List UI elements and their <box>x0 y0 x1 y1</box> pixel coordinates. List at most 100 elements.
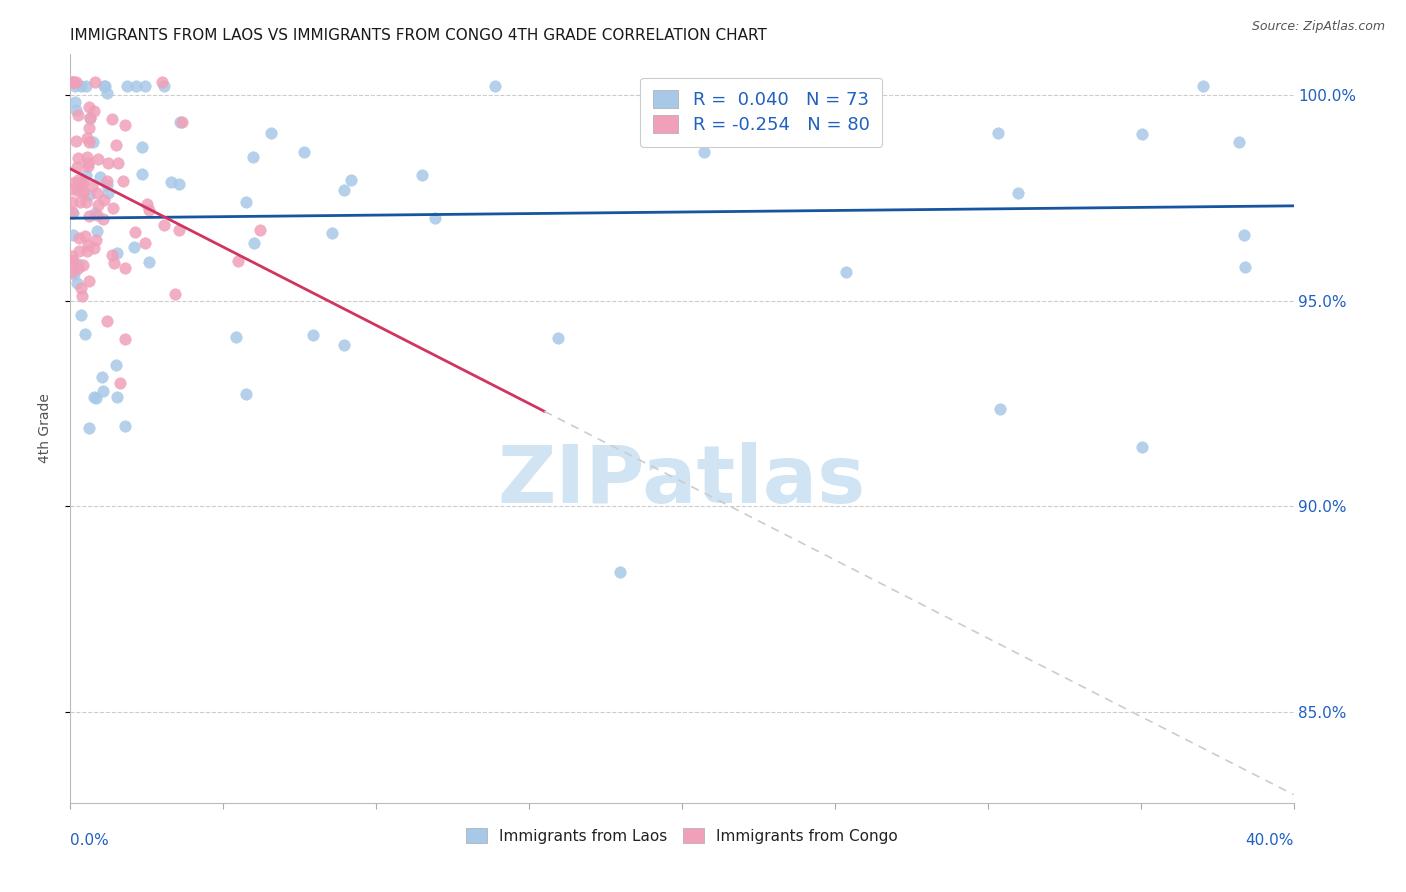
Point <box>105 390 128 404</box>
Text: Source: ZipAtlas.com: Source: ZipAtlas.com <box>1251 20 1385 33</box>
Point <box>122 239 145 253</box>
Point <box>69 194 91 209</box>
Point <box>70 280 93 294</box>
Point <box>165 286 187 301</box>
Point <box>66 260 89 275</box>
Point <box>693 145 716 159</box>
Point <box>62 227 84 242</box>
Point <box>93 194 115 208</box>
Point <box>60 195 83 210</box>
Point <box>114 260 136 275</box>
Point <box>411 168 433 182</box>
Point <box>82 178 104 193</box>
Point <box>131 167 153 181</box>
Point <box>225 330 247 344</box>
Point <box>60 75 83 89</box>
Point <box>60 253 83 268</box>
Point <box>82 135 104 149</box>
Point <box>333 338 356 352</box>
Point <box>79 275 101 289</box>
Point <box>172 115 194 129</box>
Point <box>62 253 84 268</box>
Point <box>101 248 124 262</box>
Point <box>66 256 89 270</box>
Point <box>77 159 100 173</box>
Point <box>91 384 114 399</box>
Point <box>65 75 87 89</box>
Point <box>484 79 506 94</box>
Point <box>104 138 127 153</box>
Point <box>97 156 120 170</box>
Point <box>292 145 315 159</box>
Point <box>153 79 176 94</box>
Point <box>84 391 107 405</box>
Point <box>1007 186 1029 201</box>
Point <box>62 176 84 190</box>
Point <box>67 173 90 187</box>
Point <box>114 332 136 346</box>
Point <box>131 140 153 154</box>
Y-axis label: 4th Grade: 4th Grade <box>38 393 52 463</box>
Text: IMMIGRANTS FROM LAOS VS IMMIGRANTS FROM CONGO 4TH GRADE CORRELATION CHART: IMMIGRANTS FROM LAOS VS IMMIGRANTS FROM … <box>70 28 768 43</box>
Point <box>333 183 356 197</box>
Point <box>160 175 183 189</box>
Point <box>76 131 98 145</box>
Point <box>1130 441 1153 455</box>
Point <box>91 370 114 384</box>
Point <box>63 79 86 94</box>
Point <box>167 223 190 237</box>
Point <box>76 244 98 258</box>
Point <box>835 265 858 279</box>
Point <box>83 103 105 118</box>
Point <box>136 197 159 211</box>
Point <box>1227 135 1250 149</box>
Point <box>235 195 257 210</box>
Point <box>87 152 110 166</box>
Point <box>83 206 105 220</box>
Point <box>101 112 124 126</box>
Point <box>152 218 174 232</box>
Point <box>301 328 323 343</box>
Point <box>89 170 111 185</box>
Point <box>101 201 124 215</box>
Point <box>72 258 94 272</box>
Point <box>62 75 84 89</box>
Point <box>63 267 86 281</box>
Point <box>75 79 97 94</box>
Point <box>1191 79 1213 94</box>
Point <box>75 194 97 209</box>
Point <box>169 115 191 129</box>
Point <box>84 75 107 89</box>
Point <box>86 186 108 201</box>
Point <box>134 79 156 94</box>
Point <box>103 255 125 269</box>
Point <box>1233 260 1256 274</box>
Point <box>93 212 115 227</box>
Point <box>105 245 128 260</box>
Point <box>60 249 83 263</box>
Point <box>63 95 86 109</box>
Point <box>138 202 160 217</box>
Point <box>987 126 1010 140</box>
Point <box>134 235 156 250</box>
Point <box>77 135 100 149</box>
Point <box>60 182 83 196</box>
Point <box>67 231 90 245</box>
Point <box>110 376 132 390</box>
Point <box>96 87 118 101</box>
Point <box>79 111 101 125</box>
Point <box>609 565 631 579</box>
Point <box>76 150 98 164</box>
Point <box>77 238 100 252</box>
Point <box>115 79 138 94</box>
Point <box>62 206 84 220</box>
Point <box>1233 227 1256 242</box>
Point <box>60 205 83 219</box>
Point <box>93 79 115 94</box>
Point <box>72 185 94 199</box>
Point <box>86 224 108 238</box>
Text: 0.0%: 0.0% <box>70 833 110 848</box>
Point <box>112 174 135 188</box>
Point <box>66 276 89 290</box>
Point <box>1130 127 1153 141</box>
